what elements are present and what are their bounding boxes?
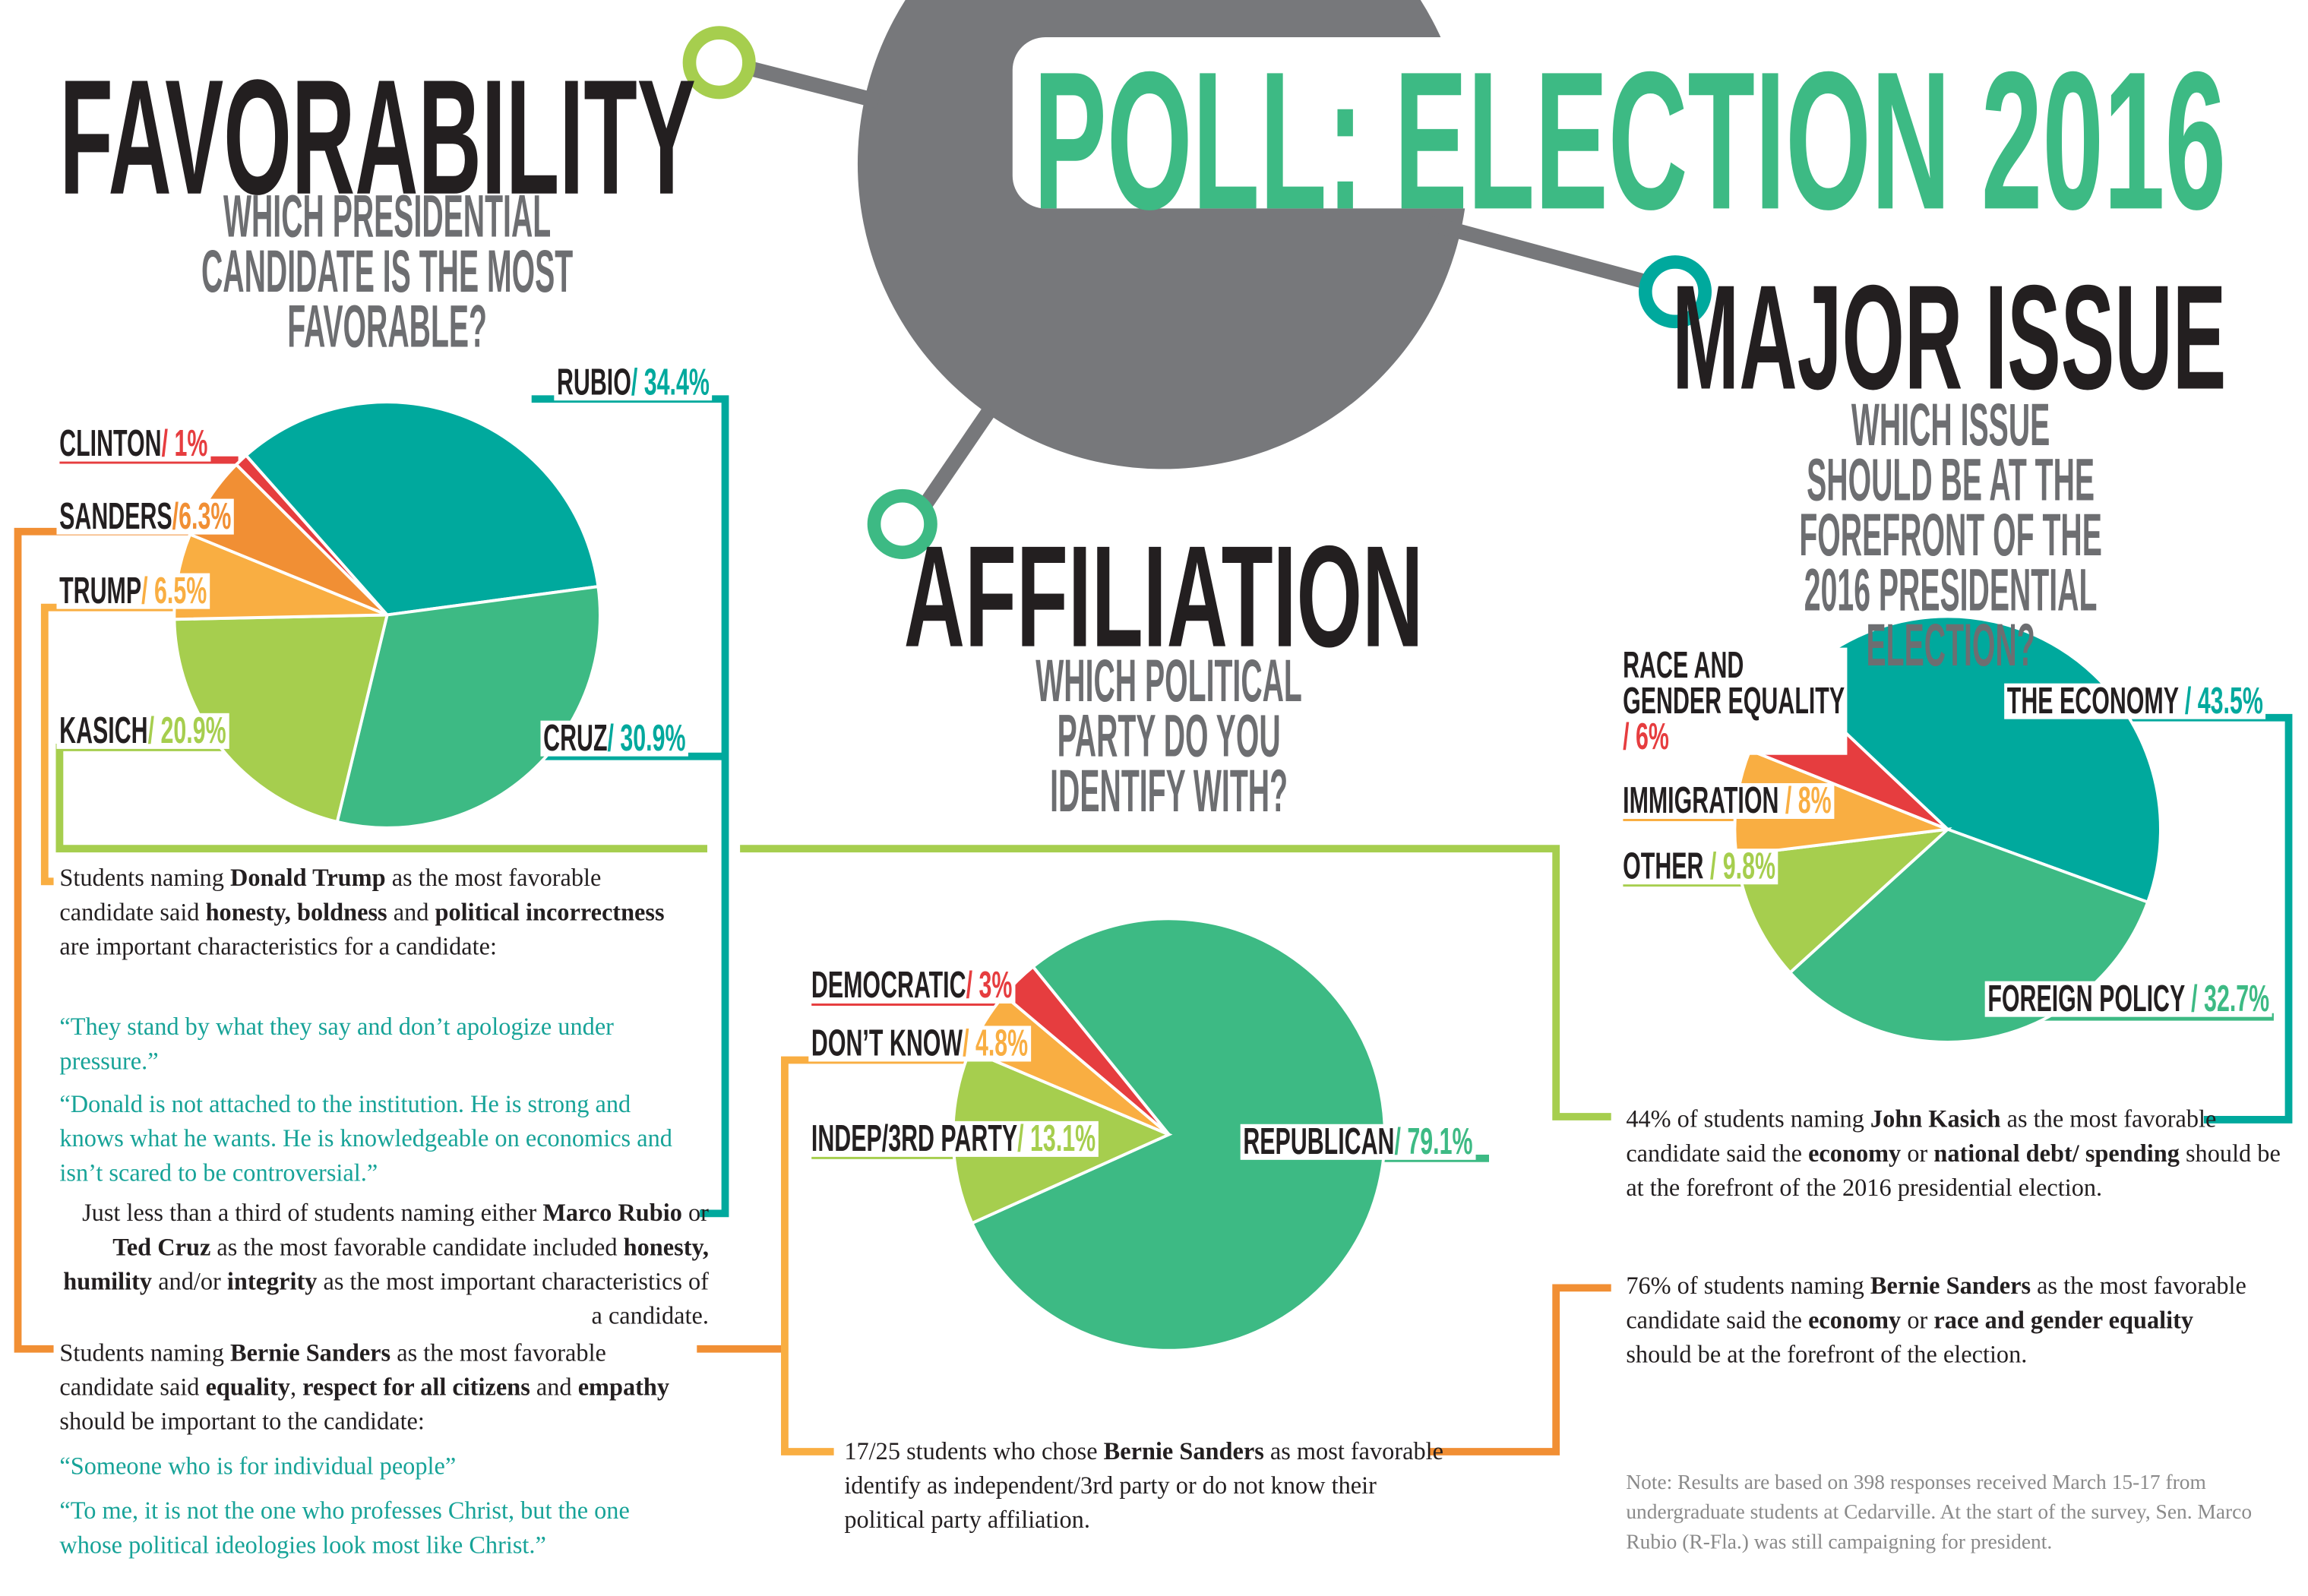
label-kasich: KASICH/ 20.9% [56, 713, 229, 750]
sanders-paragraph: Students naming Bernie Sanders as the mo… [59, 1335, 692, 1438]
bold-text: John Kasich [1870, 1105, 2001, 1133]
favorability-heading: FAVORABILITY [59, 46, 696, 229]
bold-text: honesty, boldness [205, 897, 387, 927]
trump-quote: “Donald is not attached to the instituti… [59, 1089, 672, 1187]
hub-spokes [742, 59, 1652, 508]
ring-icon [682, 26, 756, 100]
ring-icon [867, 488, 937, 559]
text-segment: or [1901, 1305, 1934, 1335]
favorability-pie [172, 400, 602, 830]
bold-text: Donald Trump [230, 863, 386, 893]
page-title: POLL: ELECTION 2016 [1033, 31, 2227, 251]
bold-text: Bernie Sanders [1103, 1436, 1264, 1465]
label-immigration: IMMIGRATION / 8% [1620, 782, 1835, 820]
text-segment: should be important to the candidate: [59, 1407, 425, 1436]
pie-slice-rubio [244, 400, 600, 617]
label-trump: TRUMP/ 6.5% [56, 573, 210, 610]
affiliation-sanders-paragraph: 17/25 students who chose Bernie Sanders … [844, 1433, 1455, 1536]
kasich-issue-paragraph: 44% of students naming John Kasich as th… [1626, 1101, 2281, 1204]
bold-text: economy [1808, 1139, 1902, 1168]
trump-quote: “They stand by what they say and don’t a… [59, 1012, 614, 1076]
label-race-gender: RACE AND GENDER EQUALITY / 6% [1620, 647, 1848, 756]
bold-text: empathy [577, 1373, 670, 1402]
label-rubio: RUBIO/ 34.4% [553, 364, 712, 401]
major-issue-question: WHICH ISSUE SHOULD BE AT THE FOREFRONT O… [1799, 393, 2102, 679]
text-segment: as the most favorable candidate said [59, 1338, 606, 1402]
label-economy: THE ECONOMY / 43.5% [2004, 683, 2266, 720]
major-issue-heading: MAJOR ISSUE [1672, 254, 2227, 422]
bold-text: honesty, humility [63, 1232, 709, 1296]
text-segment: as the most favorable candidate included [210, 1232, 624, 1262]
ring-icon [1638, 255, 1712, 329]
text-segment: as most favorable identify as independen… [844, 1436, 1444, 1534]
trump-paragraph: Students naming Donald Trump as the most… [59, 861, 670, 963]
bold-text: political incorrectness [435, 897, 665, 927]
text-segment: should be at the forefront of the 2016 p… [1626, 1139, 2281, 1202]
affiliation-heading: AFFILIATION [903, 515, 1424, 678]
pie-slice-republican [969, 917, 1386, 1352]
sanders-quote: “Someone who is for individual people” [59, 1452, 457, 1481]
bold-text: respect for all citizens [302, 1373, 530, 1402]
text-segment: 17/25 students who chose [844, 1436, 1104, 1465]
pie-slice-clinton [234, 453, 389, 616]
bold-text: Ted Cruz [112, 1232, 211, 1262]
label-democratic: DEMOCRATIC/ 3% [808, 967, 1016, 1004]
bold-text: Bernie Sanders [230, 1338, 391, 1367]
text-segment: as the most important characteristics of… [317, 1266, 709, 1330]
rubio-cruz-paragraph: Just less than a third of students namin… [54, 1196, 709, 1332]
label-dont-know: DON’T KNOW/ 4.8% [808, 1025, 1031, 1062]
bold-text: national debt/ spending [1933, 1139, 2180, 1168]
text-segment: should be at the forefront of the electi… [1626, 1340, 2028, 1369]
title-box: POLL: ELECTION 2016 [1012, 37, 2297, 239]
label-clinton: CLINTON/ 1% [56, 425, 211, 463]
pie-slice-cruz [335, 584, 602, 830]
bold-text: Marco Rubio [542, 1198, 682, 1228]
sanders-issue-paragraph: 76% of students naming Bernie Sanders as… [1626, 1269, 2251, 1371]
text-segment: as the most favorable candidate said the [1626, 1271, 2246, 1335]
sanders-quote: “To me, it is not the one who professes … [59, 1496, 630, 1560]
text-segment: , [289, 1373, 303, 1402]
label-foreign-policy: FOREIGN POLICY / 32.7% [1984, 981, 2272, 1018]
text-segment: as the most favorable candidate said the [1626, 1105, 2217, 1168]
label-sanders: SANDERS/6.3% [56, 498, 235, 536]
text-segment: or [1901, 1139, 1934, 1168]
label-republican: REPUBLICAN/ 79.1% [1240, 1124, 1476, 1161]
text-segment: Just less than a third of students namin… [82, 1198, 543, 1228]
survey-note: Note: Results are based on 398 responses… [1626, 1472, 2253, 1555]
text-segment: 76% of students naming [1626, 1271, 1870, 1301]
text-segment: or [681, 1198, 709, 1228]
bold-text: equality [205, 1373, 290, 1402]
text-segment: and [387, 897, 435, 927]
text-segment: as the most favorable candidate said [59, 863, 602, 927]
label-other: OTHER / 9.8% [1620, 848, 1778, 885]
bold-text: integrity [226, 1266, 318, 1296]
label-cruz: CRUZ/ 30.9% [540, 720, 689, 757]
text-segment: and [530, 1373, 578, 1402]
bold-text: Bernie Sanders [1870, 1271, 2031, 1301]
text-segment: Students naming [59, 863, 231, 893]
text-segment: Students naming [59, 1338, 231, 1367]
favorability-question: WHICH PRESIDENTIAL CANDIDATE IS THE MOST… [201, 185, 574, 361]
bold-text: economy [1808, 1305, 1902, 1335]
text-segment: 44% of students naming [1626, 1105, 1870, 1133]
text-segment: and/or [152, 1266, 227, 1296]
affiliation-question: WHICH POLITICAL PARTY DO YOU IDENTIFY WI… [1035, 649, 1302, 825]
text-segment: are important characteristics for a cand… [59, 931, 497, 961]
bold-text: race and gender equality [1933, 1305, 2194, 1335]
label-indep: INDEP/3RD PARTY/ 13.1% [808, 1120, 1099, 1158]
